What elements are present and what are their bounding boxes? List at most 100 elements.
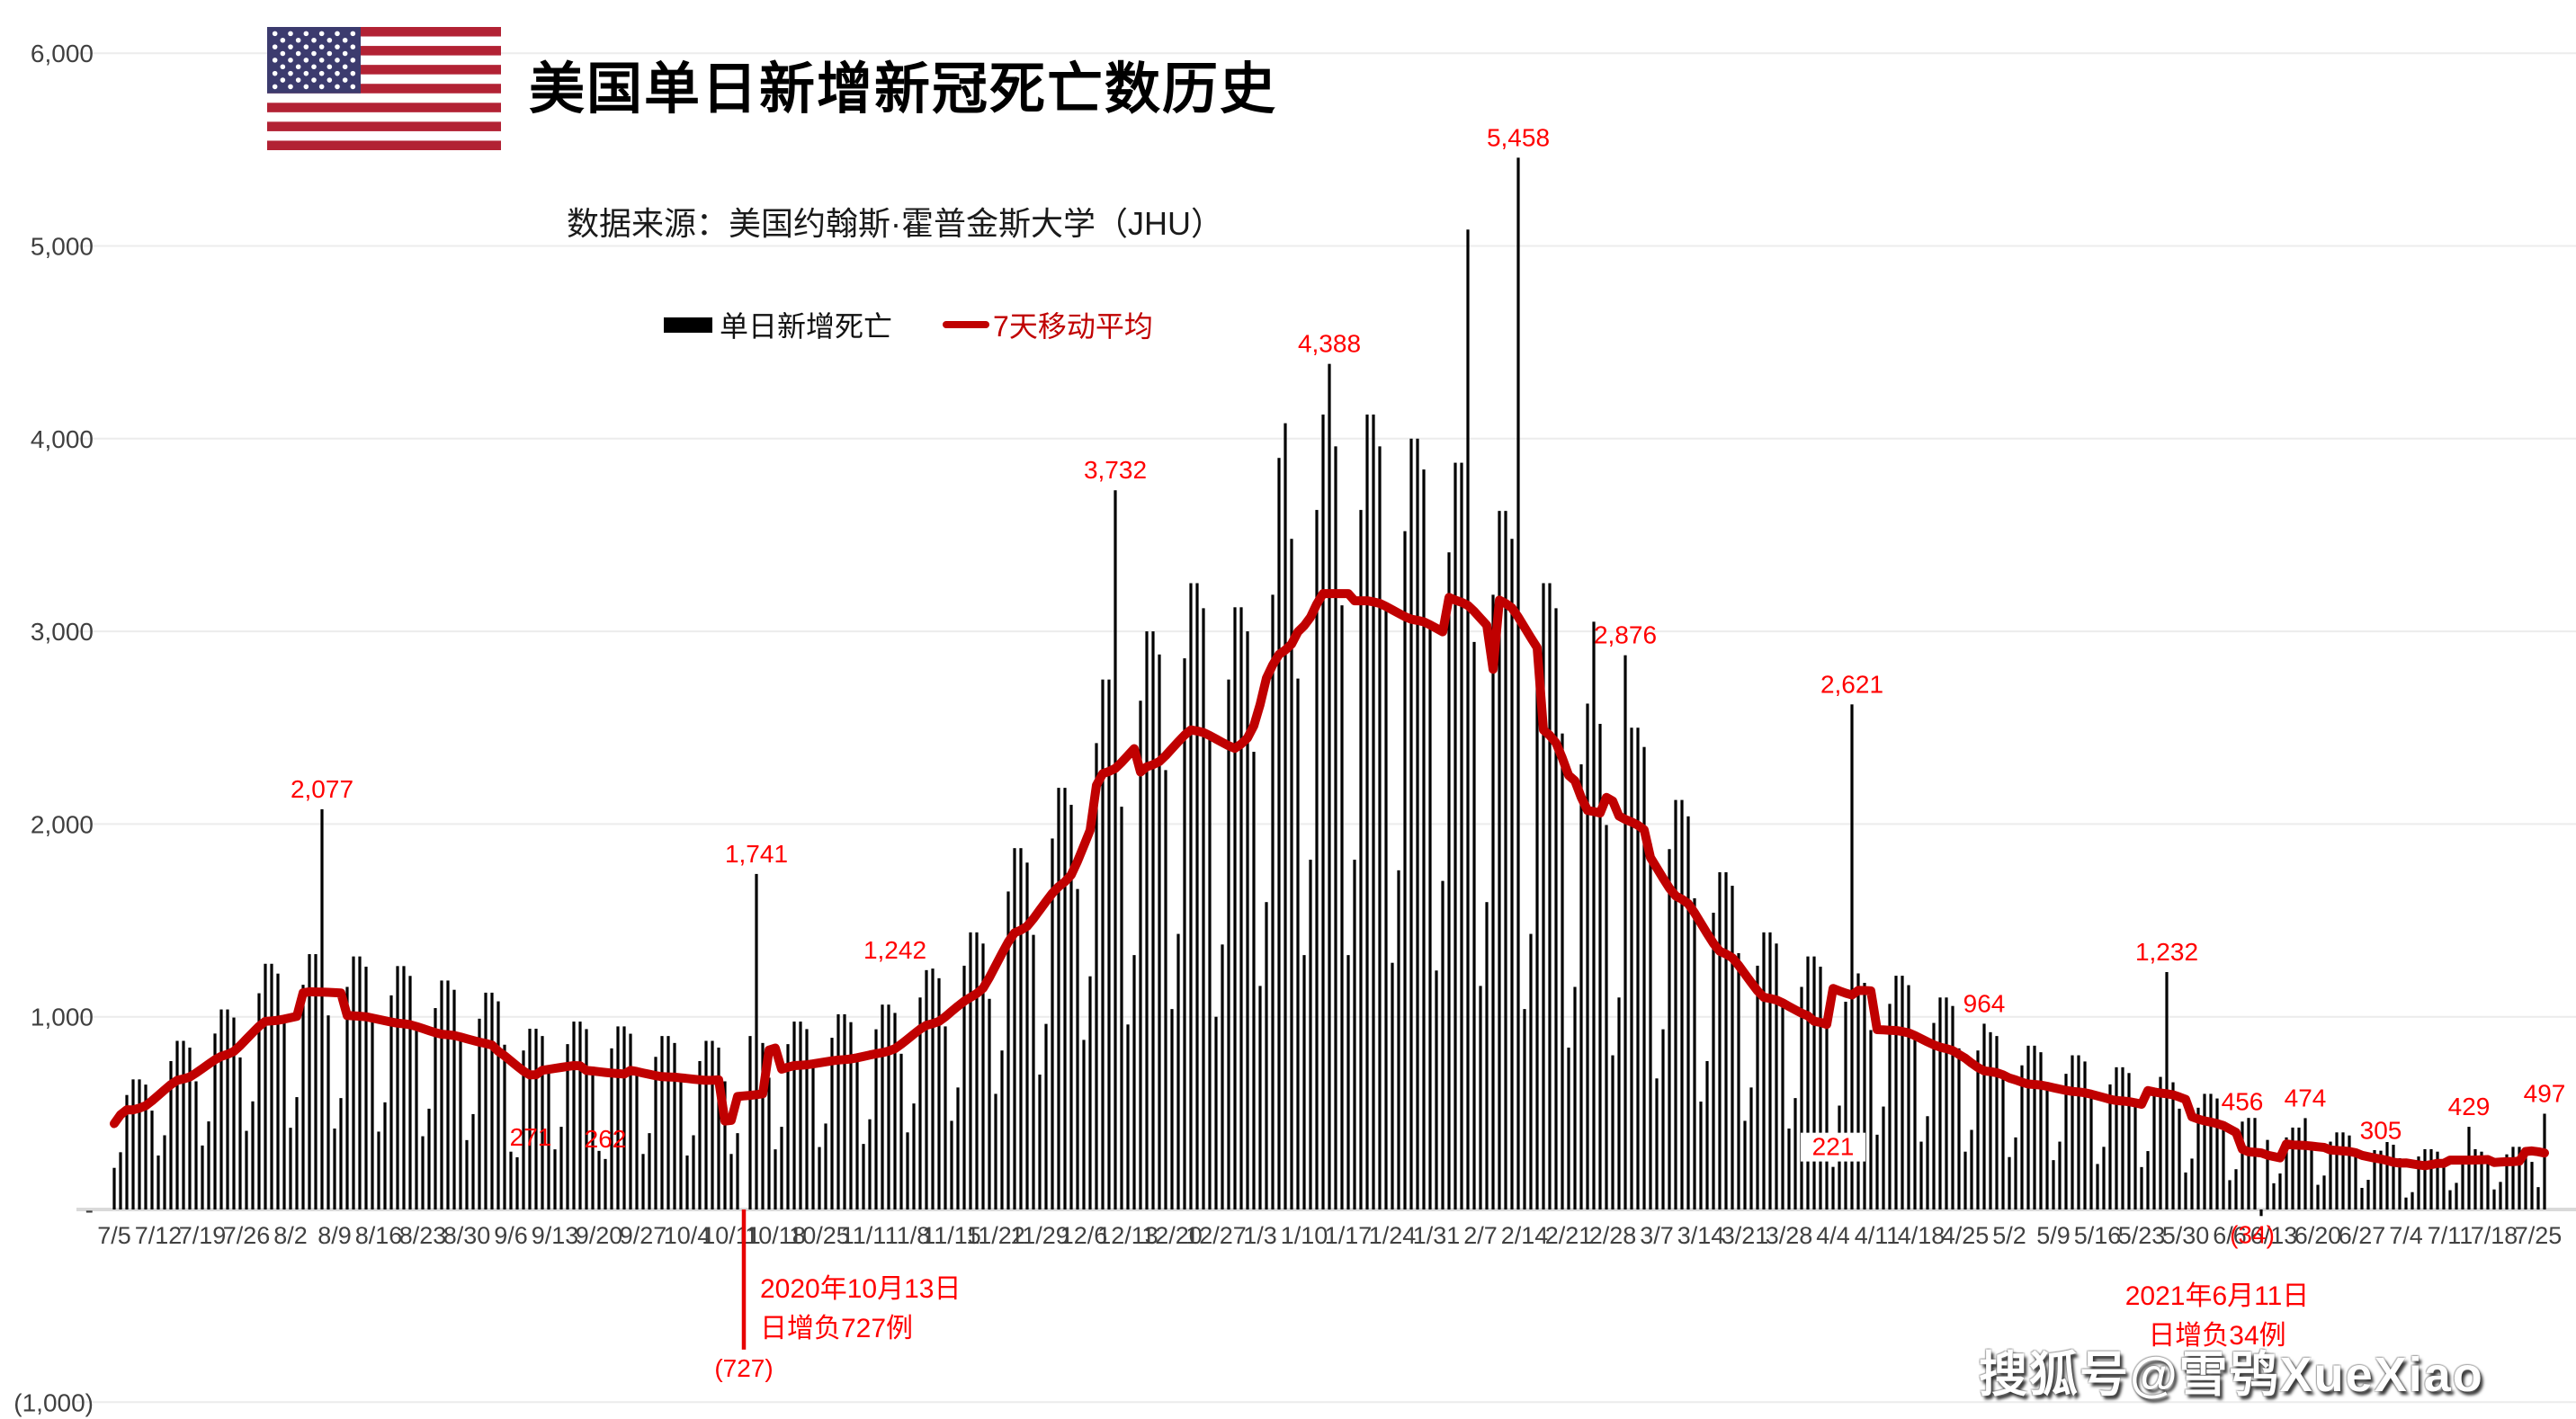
daily-bar <box>528 1028 532 1209</box>
daily-bar <box>1082 1040 1086 1209</box>
flag-part <box>350 70 356 76</box>
daily-bar <box>1384 605 1388 1209</box>
daily-bar <box>1642 746 1646 1209</box>
daily-bar <box>988 998 991 1209</box>
daily-bar <box>333 1128 336 1209</box>
flag-part <box>350 44 356 49</box>
daily-bar <box>1346 955 1350 1209</box>
daily-bar <box>471 1113 475 1209</box>
x-tick-label: 10/25 <box>789 1222 850 1249</box>
daily-bar <box>2329 1141 2332 1209</box>
daily-bar <box>2486 1163 2490 1209</box>
daily-bar <box>1057 788 1060 1209</box>
flag-part <box>318 58 325 63</box>
daily-bar <box>232 1017 236 1209</box>
daily-bar <box>226 1009 229 1209</box>
daily-bar <box>944 1026 947 1209</box>
daily-bar <box>1718 871 1722 1209</box>
flag-part <box>272 31 278 37</box>
daily-bar <box>585 1029 588 1209</box>
daily-bar <box>1819 966 1822 1209</box>
daily-bar <box>2448 1190 2452 1209</box>
daily-bar <box>1592 621 1596 1209</box>
flag-part <box>267 74 501 85</box>
flag-part <box>335 70 340 76</box>
daily-bar <box>1044 1023 1048 1209</box>
daily-bar <box>1479 986 1482 1209</box>
daily-bar <box>282 1022 286 1209</box>
daily-bar <box>635 1070 639 1209</box>
x-tick-label: 7/18 <box>2471 1222 2518 1249</box>
daily-bar <box>1630 727 1633 1209</box>
daily-bar <box>937 977 941 1209</box>
daily-bar <box>490 992 494 1209</box>
daily-bar <box>270 963 273 1209</box>
flag-part <box>288 31 293 37</box>
daily-bar <box>1699 1101 1703 1209</box>
flag-part <box>303 70 309 76</box>
daily-bar <box>849 1022 853 1209</box>
y-tick-labels: 6,000 5,000 4,000 3,000 2,000 1,000 - (1,000) <box>13 40 94 1416</box>
daily-bar <box>1768 932 1772 1209</box>
daily-bar <box>2146 1151 2150 1209</box>
flag-part <box>288 44 293 49</box>
daily-bar <box>1850 704 1854 1209</box>
daily-bar <box>2297 1127 2301 1209</box>
daily-bar <box>2083 1061 2087 1209</box>
flag-part <box>318 31 325 37</box>
daily-bar <box>163 1135 166 1209</box>
daily-bar <box>1000 1050 1004 1209</box>
x-tick-label: 4/25 <box>1942 1222 1990 1249</box>
daily-bar <box>383 1102 387 1209</box>
daily-bar <box>2398 1157 2402 1209</box>
daily-bar <box>308 954 311 1209</box>
daily-bar <box>874 1029 878 1209</box>
daily-bar <box>1290 539 1293 1209</box>
data-label-bg <box>1801 1132 1865 1162</box>
daily-bar <box>1510 539 1514 1209</box>
flag-part <box>295 37 301 43</box>
daily-bar <box>1932 1022 1936 1209</box>
flag-part <box>267 130 501 141</box>
daily-bar <box>1397 870 1400 1209</box>
daily-bar <box>824 1123 827 1209</box>
daily-bar <box>679 1077 683 1209</box>
daily-bar <box>918 997 922 1209</box>
daily-bar <box>1183 658 1186 1209</box>
x-tick-label: 2/28 <box>1589 1222 1637 1249</box>
daily-bar <box>729 1154 733 1209</box>
daily-bar <box>1737 952 1740 1209</box>
daily-bar <box>1202 608 1205 1209</box>
daily-bar <box>761 1042 765 1209</box>
daily-bar <box>711 1040 714 1209</box>
flag-part <box>311 77 317 83</box>
daily-bar <box>1321 415 1325 1209</box>
x-tick-label: 9/6 <box>494 1222 528 1249</box>
daily-bar <box>1466 229 1470 1209</box>
daily-bar <box>1428 623 1432 1209</box>
daily-bar <box>975 932 979 1209</box>
ma-series-label: 7天移动平均 <box>993 310 1153 343</box>
x-tick-label: 3/28 <box>1766 1222 1813 1249</box>
daily-bar <box>1063 788 1067 1209</box>
flag-part <box>272 84 278 90</box>
x-tick-label: 7/12 <box>135 1222 183 1249</box>
x-tick-label: 4/11 <box>1855 1222 1901 1249</box>
x-tick-label: 3/7 <box>1640 1222 1674 1249</box>
daily-bar <box>597 1150 601 1209</box>
y-tick-label: 6,000 <box>31 40 94 67</box>
bar-series-label: 单日新增死亡 <box>720 310 893 343</box>
daily-bar <box>2499 1182 2502 1209</box>
daily-bar <box>1825 1017 1829 1209</box>
daily-bar <box>2203 1093 2206 1209</box>
daily-bar <box>1296 678 1300 1209</box>
flag-part <box>267 112 501 122</box>
flag-part <box>311 64 317 70</box>
data-label: 1,741 <box>725 840 788 868</box>
x-tick-label: 5/2 <box>1992 1222 2026 1249</box>
daily-bar <box>1491 594 1495 1209</box>
daily-bar <box>1227 679 1230 1209</box>
daily-bar <box>2064 1074 2068 1209</box>
daily-bar <box>1132 955 1136 1209</box>
y-tick-label: - <box>85 1196 94 1224</box>
